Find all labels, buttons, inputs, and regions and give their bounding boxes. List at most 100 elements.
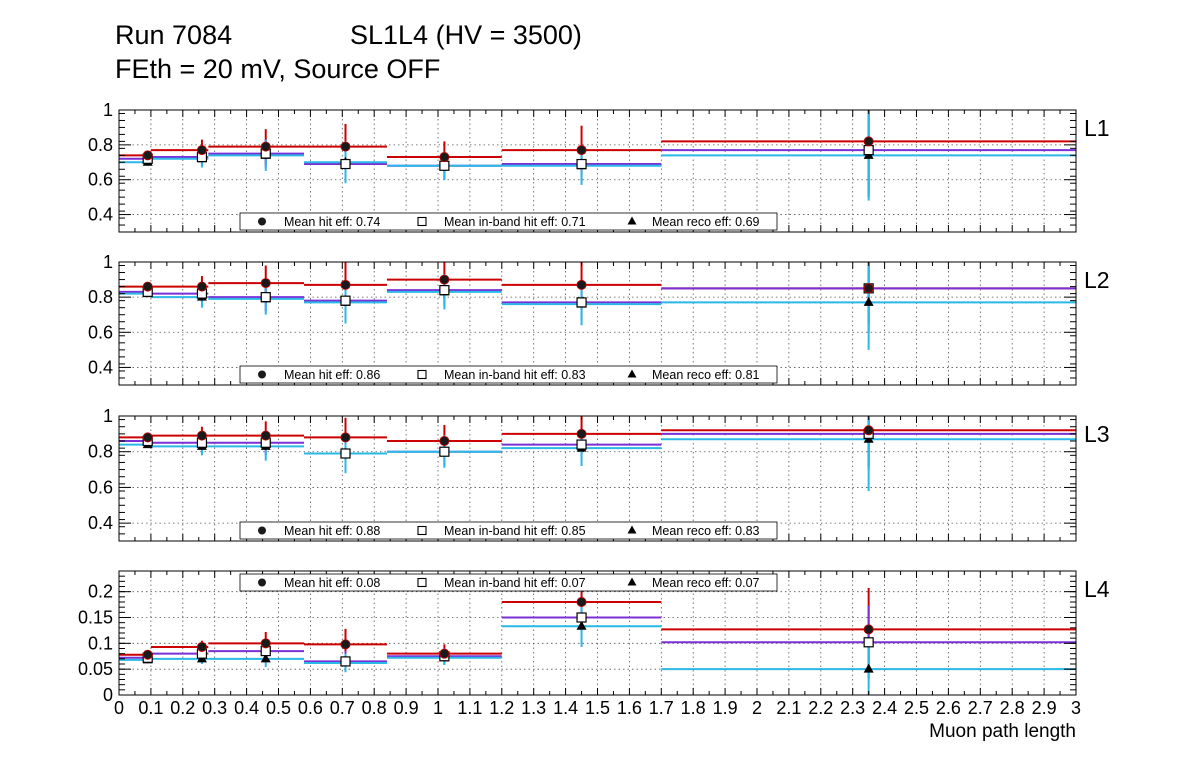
legend-inband-label: Mean in-band hit eff: 0.83 — [444, 368, 586, 382]
x-tick-label: 1.2 — [489, 698, 514, 718]
legend-hit-marker — [258, 370, 266, 379]
legend-reco-marker — [627, 369, 637, 378]
legend-hit-label: Mean hit eff: 0.86 — [284, 368, 380, 382]
legend: Mean hit eff: 0.08 Mean in-band hit eff: … — [239, 573, 778, 592]
x-tick-label: 0.7 — [330, 698, 355, 718]
x-tick-label: 0.2 — [170, 698, 195, 718]
x-tick-label: 2.1 — [776, 698, 801, 718]
legend-hit-text: Mean hit eff: — [284, 576, 353, 590]
hit-marker — [196, 281, 207, 292]
x-tick-label: 0 — [114, 698, 124, 718]
legend-box — [239, 365, 778, 384]
x-tick-label: 1.8 — [681, 698, 706, 718]
legend-reco-value: 0.07 — [735, 576, 759, 590]
x-tick-label: 2.3 — [840, 698, 865, 718]
x-tick-label: 1.1 — [457, 698, 482, 718]
panel-l1: 0.4 0.6 0.8 1 L1 Mean hit eff: 0.74 Mean in-ba… — [88, 100, 1110, 233]
x-tick-label: 1 — [433, 698, 443, 718]
markers — [142, 425, 874, 459]
y-tick-label: 0.05 — [78, 659, 113, 679]
legend: Mean hit eff: 0.88 Mean in-band hit eff: … — [239, 521, 778, 540]
legend-reco-value: 0.69 — [735, 215, 759, 229]
legend-inband-marker — [417, 525, 427, 536]
hit-marker — [863, 624, 874, 635]
markers — [142, 274, 874, 308]
hit-marker — [340, 639, 351, 650]
inband-marker — [439, 160, 450, 171]
x-tick-label: 1.5 — [585, 698, 610, 718]
legend-hit-value: 0.08 — [356, 576, 380, 590]
x-tick-label: 0.8 — [362, 698, 387, 718]
legend: Mean hit eff: 0.86 Mean in-band hit eff: … — [239, 365, 778, 384]
legend-inband-text: Mean in-band hit eff: — [444, 576, 558, 590]
legend-hit-label: Mean hit eff: 0.88 — [284, 524, 380, 538]
x-tick-label: 3 — [1071, 698, 1081, 718]
legend-hit-label: Mean hit eff: 0.74 — [284, 215, 380, 229]
legend-hit-marker — [258, 526, 266, 535]
panel-label: L3 — [1084, 421, 1110, 447]
legend-reco-value: 0.83 — [735, 524, 759, 538]
hit-marker — [863, 283, 874, 294]
reco-marker — [260, 653, 271, 663]
markers — [142, 136, 874, 171]
grid — [119, 416, 1076, 541]
legend-reco-value: 0.81 — [735, 368, 759, 382]
legend-box — [239, 521, 778, 540]
legend-inband-value: 0.83 — [561, 368, 585, 382]
legend-box — [239, 212, 778, 231]
x-tick-label: 2.8 — [1000, 698, 1025, 718]
legend-reco-marker — [627, 525, 637, 534]
hit-marker — [340, 432, 351, 443]
legend-inband-label: Mean in-band hit eff: 0.85 — [444, 524, 586, 538]
inband-marker — [863, 144, 874, 156]
legend-inband-value: 0.71 — [561, 215, 585, 229]
legend-reco-text: Mean reco eff: — [652, 368, 732, 382]
legend-inband-text: Mean in-band hit eff: — [444, 215, 558, 229]
hit-marker — [260, 430, 271, 441]
chamber-title: SL1L4 (HV = 3500) — [350, 20, 582, 50]
hit-marker — [340, 141, 351, 152]
hit-marker — [142, 432, 153, 443]
hit-marker — [576, 428, 587, 439]
legend-hit-text: Mean hit eff: — [284, 215, 353, 229]
conditions-title: FEth = 20 mV, Source OFF — [115, 54, 440, 84]
legend-inband-label: Mean in-band hit eff: 0.71 — [444, 215, 586, 229]
markers — [142, 597, 874, 673]
hit-marker — [439, 435, 450, 446]
legend-inband-marker — [417, 577, 427, 588]
x-tick-label: 2.9 — [1032, 698, 1057, 718]
x-tick-label: 2.2 — [808, 698, 833, 718]
x-tick-label: 0.5 — [266, 698, 291, 718]
panel-label: L4 — [1084, 576, 1110, 602]
hit-marker — [260, 638, 271, 649]
panel-label: L1 — [1084, 115, 1110, 141]
legend-hit-value: 0.86 — [356, 368, 380, 382]
inband-marker — [576, 297, 587, 308]
y-tick-label: 0.8 — [88, 287, 113, 307]
legend-reco-text: Mean reco eff: — [652, 524, 732, 538]
x-tick-label: 1.6 — [617, 698, 642, 718]
y-tick-label: 0.6 — [88, 322, 113, 342]
run-title: Run 7084 — [115, 20, 232, 50]
hit-marker — [260, 278, 271, 289]
x-tick-label: 1.4 — [553, 698, 578, 718]
x-tick-label: 2.6 — [936, 698, 961, 718]
legend: Mean hit eff: 0.74 Mean in-band hit eff: … — [239, 212, 778, 231]
y-tick-label: 0.6 — [88, 477, 113, 497]
x-tick-label: 0.6 — [298, 698, 323, 718]
inband-marker — [439, 446, 450, 457]
hit-marker — [576, 279, 587, 290]
legend-hit-value: 0.74 — [356, 215, 380, 229]
inband-marker — [576, 612, 587, 623]
y-tick-label: 0.8 — [88, 442, 113, 462]
y-tick-label: 0.4 — [88, 513, 113, 533]
inband-marker — [340, 158, 351, 170]
x-tick-label: 0.9 — [394, 698, 419, 718]
inband-marker — [576, 439, 587, 450]
x-tick-label: 0.3 — [202, 698, 227, 718]
hit-marker — [142, 649, 153, 660]
y-tick-label: 1 — [103, 100, 113, 120]
